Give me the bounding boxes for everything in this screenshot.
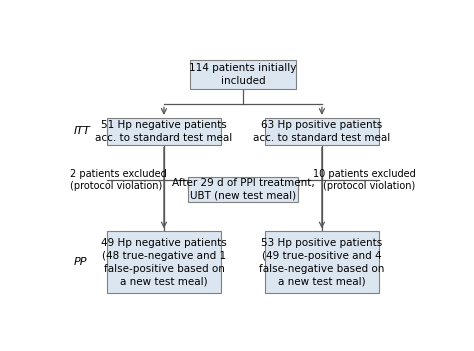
Text: 10 patients excluded
(protocol violation): 10 patients excluded (protocol violation…: [313, 169, 416, 191]
FancyBboxPatch shape: [107, 118, 221, 145]
Text: 53 Hp positive patients
(49 true-positive and 4
false-negative based on
a new te: 53 Hp positive patients (49 true-positiv…: [259, 238, 384, 286]
Text: 63 Hp positive patients
acc. to standard test meal: 63 Hp positive patients acc. to standard…: [253, 120, 391, 143]
FancyBboxPatch shape: [188, 177, 298, 202]
FancyBboxPatch shape: [265, 231, 379, 293]
Text: 49 Hp negative patients
(48 true-negative and 1
false-positive based on
a new te: 49 Hp negative patients (48 true-negativ…: [101, 238, 227, 286]
Text: After 29 d of PPI treatment,
UBT (new test meal): After 29 d of PPI treatment, UBT (new te…: [172, 178, 314, 201]
FancyBboxPatch shape: [190, 60, 296, 90]
Text: 114 patients initially
included: 114 patients initially included: [189, 63, 297, 86]
Text: PP: PP: [74, 257, 87, 267]
Text: ITT: ITT: [74, 126, 91, 136]
Text: 2 patients excluded
(protocol violation): 2 patients excluded (protocol violation): [70, 169, 167, 191]
FancyBboxPatch shape: [265, 118, 379, 145]
Text: 51 Hp negative patients
acc. to standard test meal: 51 Hp negative patients acc. to standard…: [95, 120, 233, 143]
FancyBboxPatch shape: [107, 231, 221, 293]
